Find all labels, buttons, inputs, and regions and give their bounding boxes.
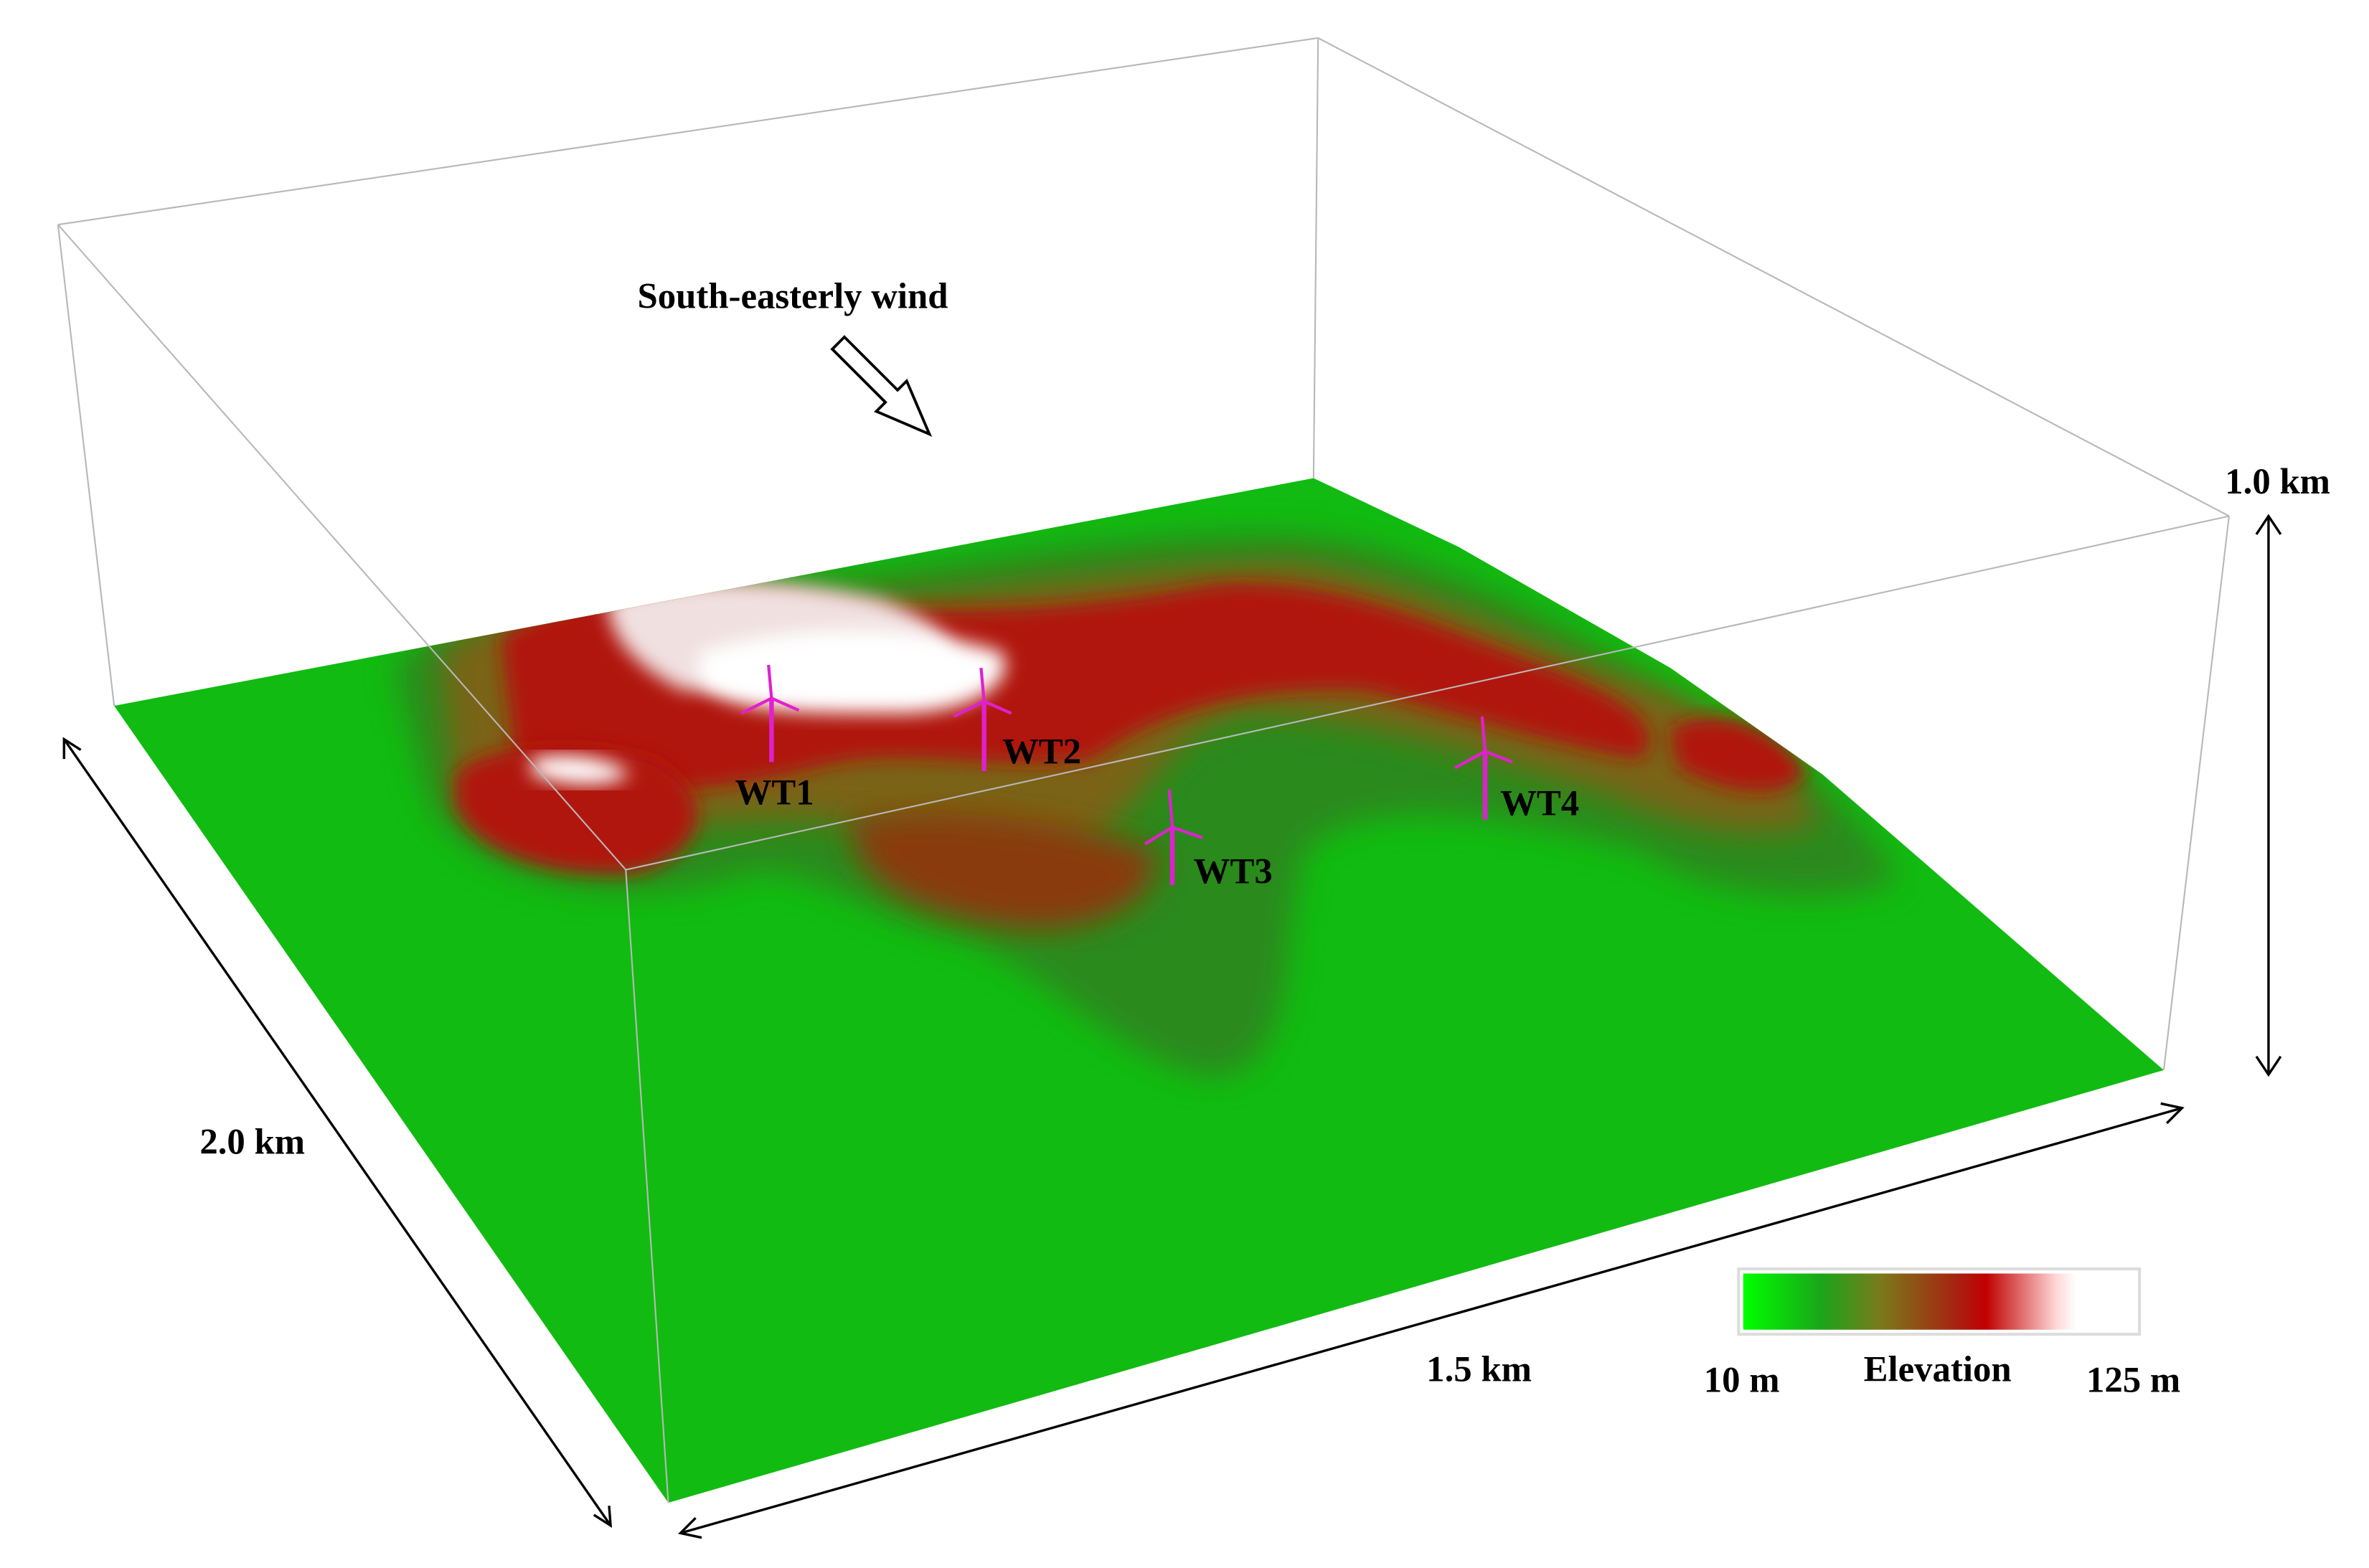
turbine-label: WT3 <box>1194 851 1273 892</box>
depth-label: 2.0 km <box>199 1121 305 1161</box>
colorbar-title: Elevation <box>1864 1349 2012 1389</box>
terrain <box>114 478 2164 1503</box>
wind-label: South-easterly wind <box>638 276 948 316</box>
height-label: 1.0 km <box>2225 461 2330 501</box>
wind-arrow <box>830 335 933 437</box>
dimension-arrows <box>62 514 2282 1539</box>
turbine <box>1454 716 1513 820</box>
bounding-box-front <box>57 224 2230 1503</box>
turbine <box>953 667 1012 772</box>
turbine <box>1144 789 1204 885</box>
colorbar <box>1743 1273 2135 1330</box>
turbine-label: WT2 <box>1002 731 1081 771</box>
colorbar-min: 10 m <box>1704 1360 1780 1400</box>
width-label: 1.5 km <box>1426 1349 1532 1389</box>
colorbar-frame <box>1737 1267 2142 1336</box>
bounding-box-back <box>57 37 2230 707</box>
turbines <box>740 664 1513 885</box>
turbine-label: WT4 <box>1500 783 1579 823</box>
turbine <box>740 664 800 762</box>
colorbar-max: 125 m <box>2086 1360 2180 1400</box>
turbine-label: WT1 <box>735 773 814 813</box>
